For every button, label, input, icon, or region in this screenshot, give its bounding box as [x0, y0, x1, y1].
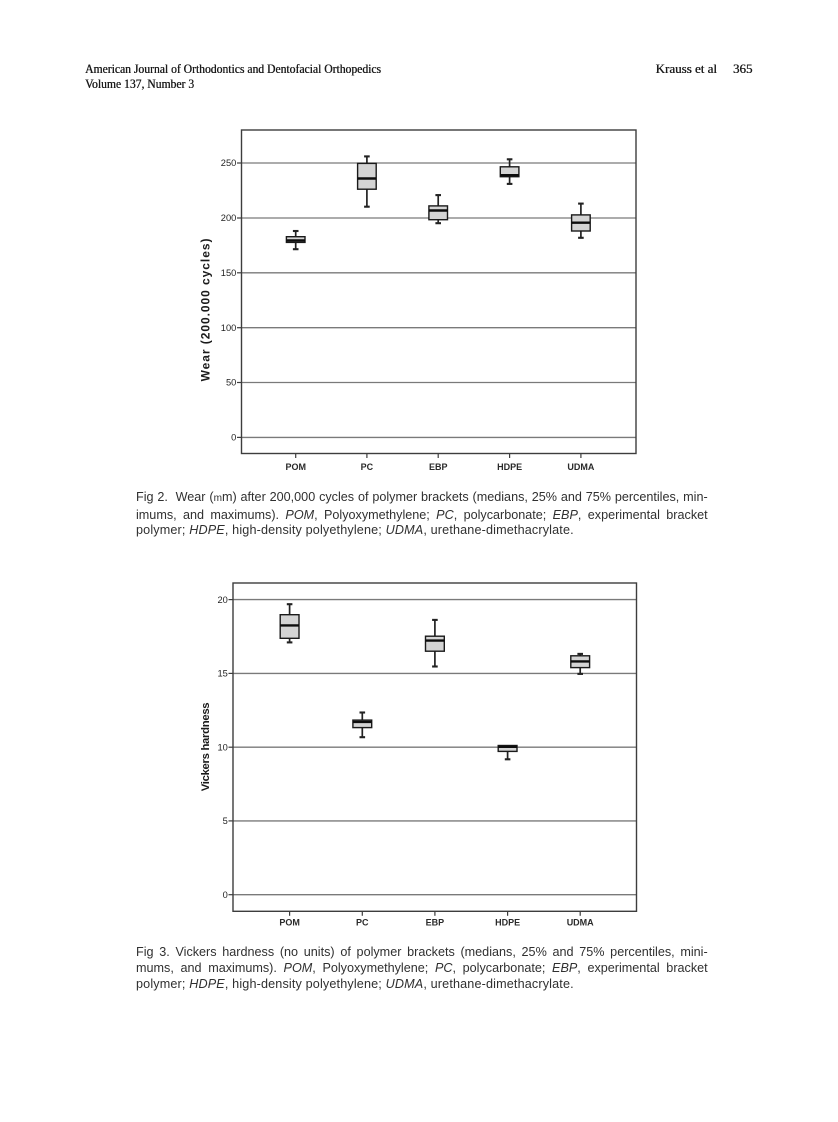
svg-text:200: 200 [221, 213, 237, 223]
svg-text:20: 20 [217, 595, 227, 605]
svg-text:10: 10 [217, 742, 227, 752]
svg-text:150: 150 [221, 268, 237, 278]
svg-text:5: 5 [223, 816, 228, 826]
svg-text:15: 15 [217, 669, 227, 679]
svg-text:Vickers hardness: Vickers hardness [200, 703, 212, 792]
svg-text:POM: POM [279, 918, 300, 928]
svg-text:UDMA: UDMA [567, 462, 594, 472]
svg-text:UDMA: UDMA [567, 918, 594, 928]
svg-text:PC: PC [356, 918, 369, 928]
svg-text:POM: POM [285, 462, 306, 472]
svg-text:50: 50 [226, 378, 236, 388]
svg-text:100: 100 [221, 323, 237, 333]
svg-text:EBP: EBP [426, 918, 445, 928]
svg-text:250: 250 [221, 158, 237, 168]
svg-text:PC: PC [361, 462, 374, 472]
svg-text:Wear (200.000 cycles): Wear (200.000 cycles) [199, 238, 213, 382]
svg-text:0: 0 [231, 433, 236, 443]
svg-text:HDPE: HDPE [497, 462, 522, 472]
svg-text:HDPE: HDPE [495, 918, 520, 928]
svg-text:EBP: EBP [429, 462, 448, 472]
svg-text:0: 0 [223, 890, 228, 900]
